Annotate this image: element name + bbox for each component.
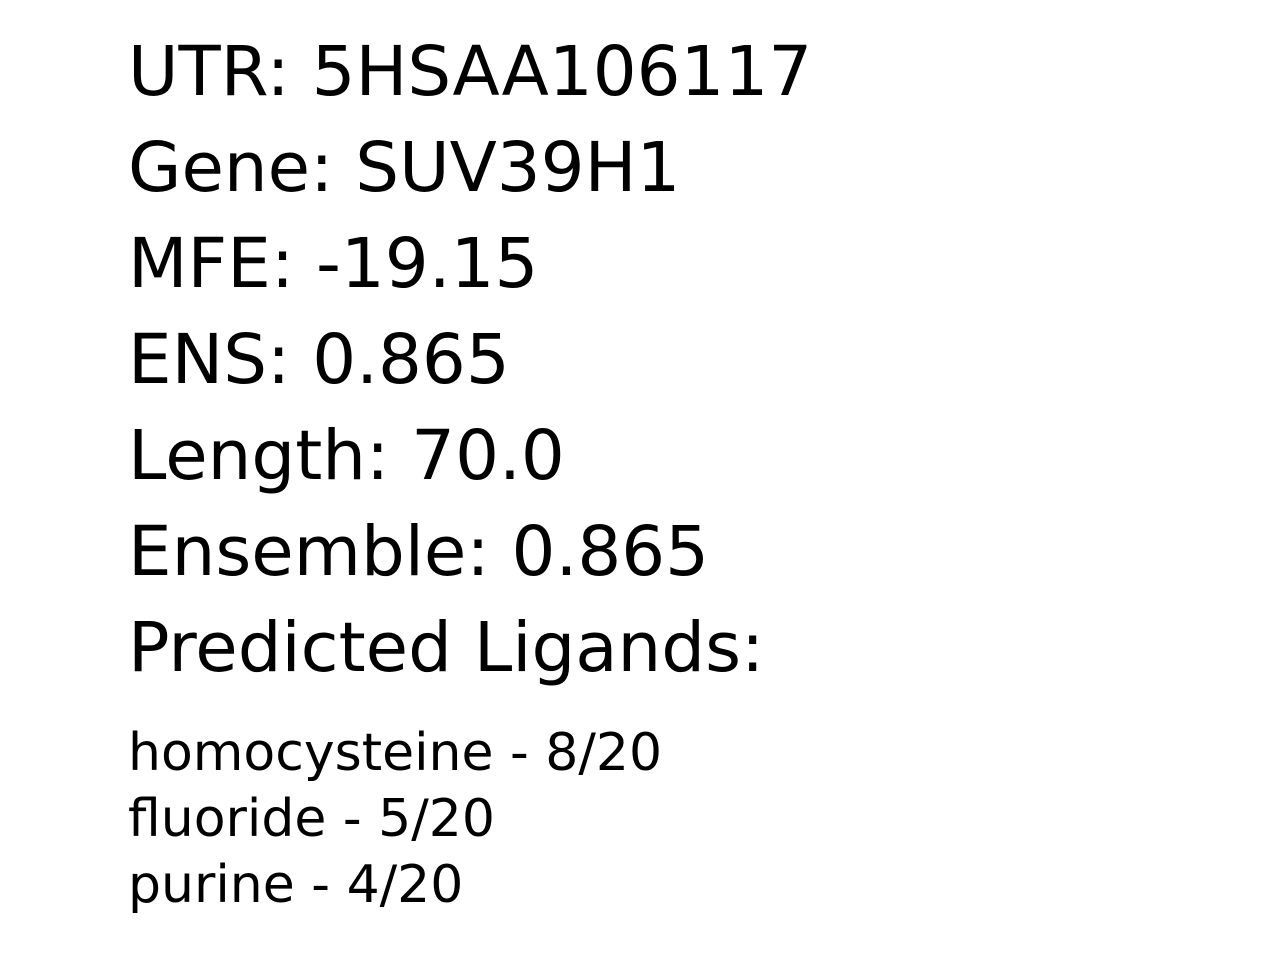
predicted-ligands-heading: Predicted Ligands: xyxy=(128,608,765,688)
ligand-item: purine - 4/20 xyxy=(128,855,464,915)
ligand-item: homocysteine - 8/20 xyxy=(128,723,663,783)
ensemble-value: Ensemble: 0.865 xyxy=(128,512,710,592)
ligand-item: fluoride - 5/20 xyxy=(128,789,495,849)
ligand-list: homocysteine - 8/20 fluoride - 5/20 puri… xyxy=(128,720,662,918)
length-value: Length: 70.0 xyxy=(128,416,565,496)
gene-name: Gene: SUV39H1 xyxy=(128,128,681,208)
utr-id: UTR: 5HSAA106117 xyxy=(128,32,813,112)
ens-value: ENS: 0.865 xyxy=(128,320,510,400)
mfe-value: MFE: -19.15 xyxy=(128,224,539,304)
